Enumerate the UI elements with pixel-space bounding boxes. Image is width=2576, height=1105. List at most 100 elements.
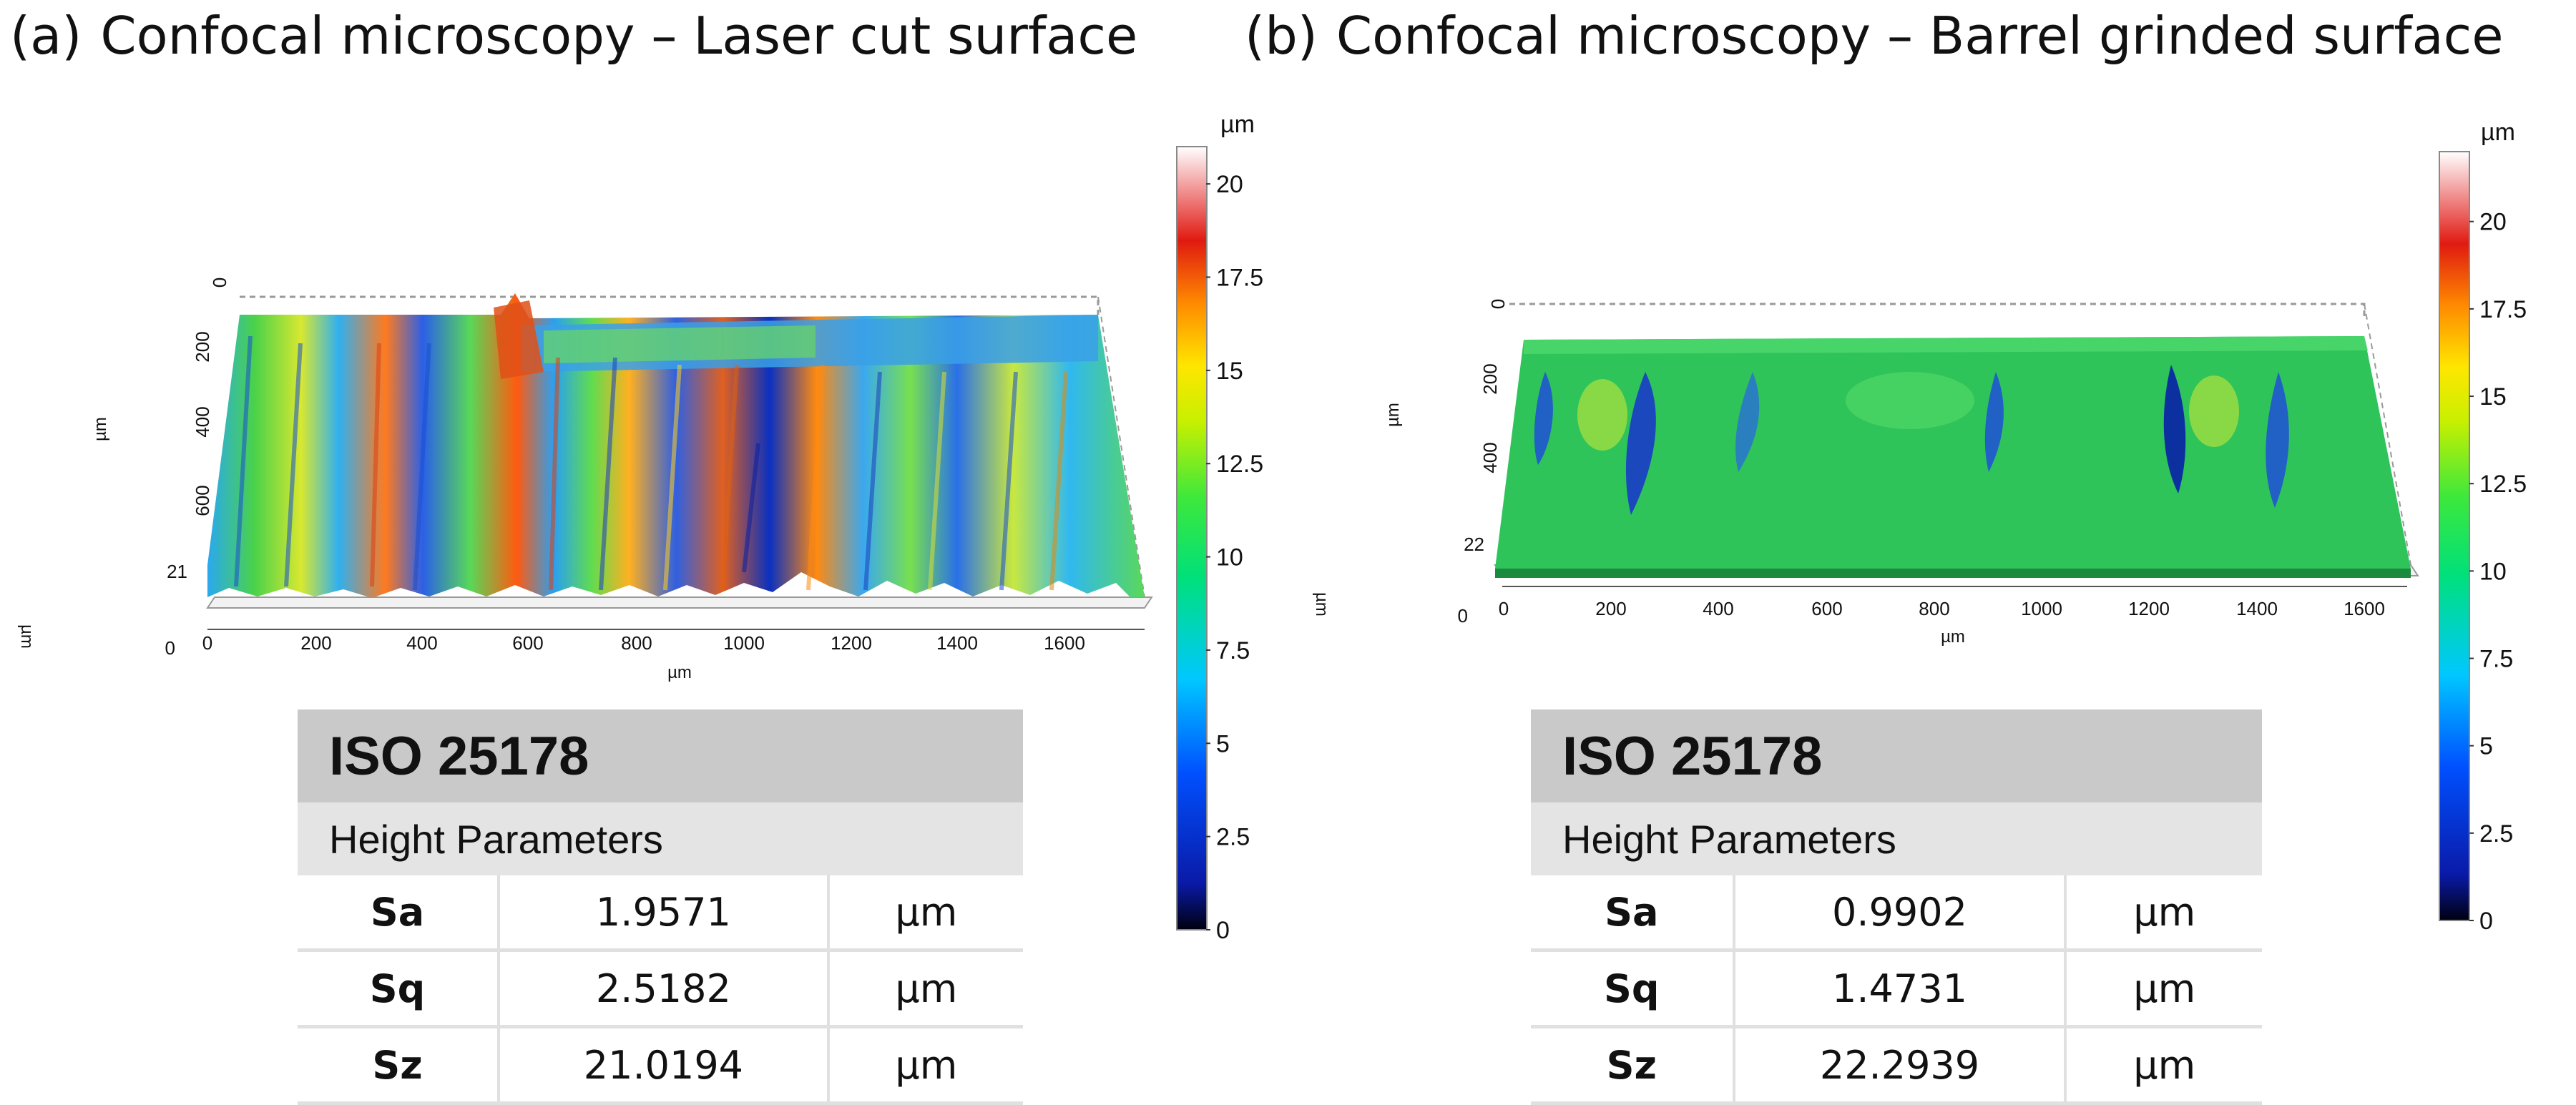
param-unit: µm — [2064, 1026, 2262, 1105]
surface-plot-barrel-grinded: 0 200 400 600 800 1000 1200 1400 1600 µm… — [1312, 119, 2527, 935]
y-tick: 200 — [1479, 363, 1501, 394]
colorbar-ticks: 20 17.5 15 12.5 10 7.5 5 2.5 0 — [2469, 209, 2527, 935]
table-row: Sq 1.4731 µm — [1531, 950, 2262, 1028]
x-tick: 1200 — [2128, 598, 2170, 619]
colorbar-tick-label: 5 — [1216, 730, 1230, 757]
param-unit: µm — [826, 1026, 1023, 1105]
surface-texture — [234, 335, 1068, 591]
panel-barrel-grinded: (b) Confocal microscopy – Barrel grinded … — [1245, 0, 2576, 1105]
table-row: Sz 21.0194 µm — [298, 1026, 1023, 1105]
x-tick: 1600 — [1044, 632, 1085, 654]
plot-side-edge — [1097, 296, 1145, 598]
x-tick: 800 — [621, 632, 652, 654]
y-tick: 0 — [1487, 299, 1509, 309]
x-tick: 1600 — [2344, 598, 2385, 619]
param-name: Sa — [298, 875, 499, 952]
colorbar-tick-label: 0 — [2479, 908, 2493, 935]
table-row: Sa 1.9571 µm — [298, 875, 1023, 952]
param-unit: µm — [826, 875, 1023, 952]
param-name: Sz — [298, 1026, 499, 1105]
colorbar-tick-label: 20 — [1216, 171, 1243, 198]
surface-body — [1495, 336, 2411, 569]
colorbar-tick-label: 5 — [2479, 733, 2493, 760]
x-tick: 0 — [1499, 598, 1509, 619]
table-standard: ISO 25178 — [298, 709, 1023, 802]
param-value: 22.2939 — [1732, 1026, 2066, 1105]
x-unit: µm — [1941, 627, 1965, 647]
colorbar-tick-label: 10 — [1216, 544, 1243, 571]
z-tick: 21 — [167, 561, 187, 582]
panel-laser-cut: (a) Confocal microscopy – Laser cut surfa… — [0, 0, 1288, 1105]
colorbar-tick-label: 12.5 — [1216, 451, 1263, 478]
panel-title-text: Confocal microscopy – Barrel grinded sur… — [1336, 6, 2504, 66]
y-tick: 400 — [192, 406, 213, 437]
y-tick: 400 — [1479, 442, 1501, 473]
colorbar-tick-label: 0 — [1216, 917, 1230, 944]
z-tick: 22 — [1464, 534, 1484, 555]
colorbar-unit: µm — [2481, 119, 2515, 146]
param-name: Sq — [1531, 950, 1734, 1028]
plot-side-edge — [2364, 303, 2411, 566]
surface-highlights — [1577, 372, 2239, 451]
iso-table: ISO 25178 Height Parameters Sa 1.9571 µm… — [298, 709, 1023, 1105]
param-value: 1.4731 — [1732, 950, 2066, 1028]
colorbar-tick-label: 2.5 — [1216, 824, 1250, 851]
panel-title: (b) Confocal microscopy – Barrel grinded … — [1245, 6, 2504, 66]
table-section: Height Parameters — [1531, 802, 2262, 875]
table-row: Sz 22.2939 µm — [1531, 1026, 2262, 1105]
x-tick: 800 — [1919, 598, 1949, 619]
z-unit: µm — [17, 624, 36, 649]
param-value: 2.5182 — [496, 950, 828, 1028]
param-value: 0.9902 — [1732, 875, 2066, 952]
table-row: Sa 0.9902 µm — [1531, 875, 2262, 952]
colorbar-tick-label: 15 — [2479, 383, 2507, 411]
z-tick: 0 — [165, 637, 175, 659]
colorbar-tick-label: 2.5 — [2479, 820, 2513, 848]
x-tick: 1200 — [831, 632, 872, 654]
plot-back-frame — [1509, 303, 2366, 318]
param-name: Sa — [1531, 875, 1734, 952]
param-unit: µm — [2064, 950, 2262, 1028]
colorbar-tick-label: 17.5 — [2479, 296, 2527, 323]
x-tick: 200 — [1595, 598, 1626, 619]
panel-label: (a) — [10, 6, 82, 66]
x-tick: 200 — [300, 632, 331, 654]
param-unit: µm — [2064, 875, 2262, 952]
colorbar-tick-label: 7.5 — [1216, 637, 1250, 664]
panel-title: (a) Confocal microscopy – Laser cut surfa… — [10, 6, 1137, 66]
iso-table: ISO 25178 Height Parameters Sa 0.9902 µm… — [1531, 709, 2262, 1105]
surface-plot-laser-cut: 0 200 400 600 800 1000 1200 1400 1600 µm… — [17, 111, 1263, 944]
y-tick: 0 — [209, 278, 230, 288]
table-section: Height Parameters — [298, 802, 1023, 875]
colorbar-unit: µm — [1220, 111, 1255, 138]
colorbar-tick-label: 7.5 — [2479, 646, 2513, 673]
z-unit: µm — [1312, 592, 1331, 617]
plot-back-frame — [240, 295, 1100, 315]
x-tick: 1000 — [723, 632, 765, 654]
y-unit: µm — [91, 417, 110, 441]
surface-top-edge — [1524, 336, 2368, 354]
x-tick: 1000 — [2021, 598, 2062, 619]
y-unit: µm — [1384, 403, 1403, 427]
table-standard: ISO 25178 — [1531, 709, 2262, 802]
colorbar-tick-label: 20 — [2479, 209, 2507, 236]
x-tick: 400 — [1703, 598, 1733, 619]
panel-title-text: Confocal microscopy – Laser cut surface — [100, 6, 1138, 66]
x-unit: µm — [667, 663, 692, 682]
x-tick: 0 — [202, 632, 212, 654]
colorbar-tick-label: 12.5 — [2479, 471, 2527, 498]
y-tick: 200 — [192, 331, 213, 362]
y-tick: 600 — [192, 485, 213, 516]
colorbar-tick-label: 17.5 — [1216, 265, 1263, 292]
x-tick: 600 — [1811, 598, 1842, 619]
surface-peak — [494, 300, 544, 379]
x-tick: 600 — [512, 632, 543, 654]
param-value: 1.9571 — [496, 875, 828, 952]
param-name: Sq — [298, 950, 499, 1028]
surface-ridge-highlight — [544, 325, 816, 363]
colorbar — [2439, 151, 2470, 921]
plot-floor — [206, 596, 1153, 609]
x-tick: 1400 — [2236, 598, 2278, 619]
colorbar-ticks: 20 17.5 15 12.5 10 7.5 5 2.5 0 — [1206, 171, 1263, 944]
colorbar-tick-label: 15 — [1216, 358, 1243, 385]
